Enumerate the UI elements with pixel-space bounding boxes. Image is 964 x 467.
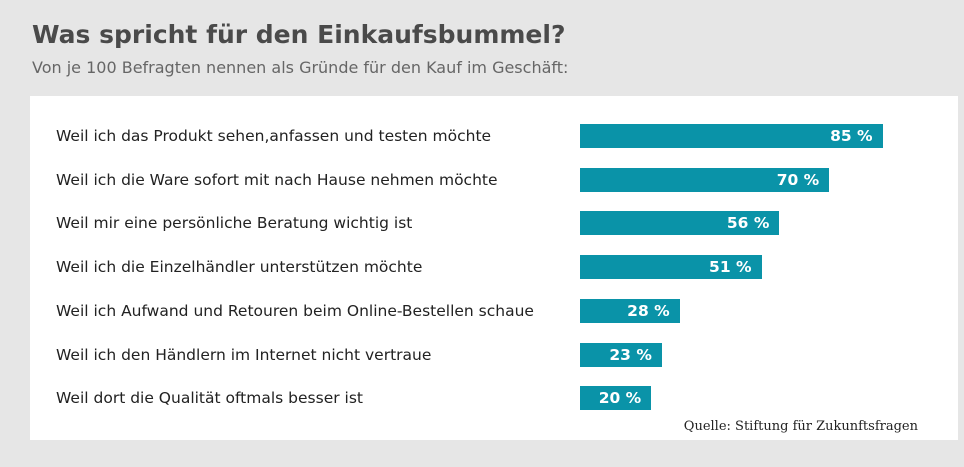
bar: 70 % xyxy=(580,167,830,192)
category-label: Weil ich das Produkt sehen,anfassen und … xyxy=(56,127,492,145)
bar: 23 % xyxy=(580,342,662,367)
chart-subtitle: Von je 100 Befragten nennen als Gründe f… xyxy=(32,58,569,77)
category-label: Weil dort die Qualität oftmals besser is… xyxy=(56,389,363,408)
source-note: Quelle: Stiftung für Zukunftsfragen xyxy=(683,419,918,434)
bar: 85 % xyxy=(580,124,883,148)
bar-value-label: 23 % xyxy=(609,345,652,364)
chart-title: Was spricht für den Einkaufsbummel? xyxy=(32,20,566,49)
bar: 56 % xyxy=(580,211,780,236)
bar-row: Weil ich das Produkt sehen,anfassen und … xyxy=(30,124,958,148)
bar-value-label: 20 % xyxy=(598,389,642,408)
bar: 51 % xyxy=(580,255,762,280)
category-label: Weil ich Aufwand und Retouren beim Onlin… xyxy=(56,301,534,320)
category-label: Weil ich den Händlern im Internet nicht … xyxy=(56,345,432,364)
bar: 28 % xyxy=(580,298,680,323)
bar-value-label: 70 % xyxy=(776,170,820,189)
bar-row: Weil ich die Einzelhändler unterstützen … xyxy=(30,255,958,280)
bar-value-label: 56 % xyxy=(726,214,770,233)
bar-value-label: 85 % xyxy=(830,127,873,145)
category-label: Weil ich die Ware sofort mit nach Hause … xyxy=(56,170,498,189)
bar-row: Weil ich den Händlern im Internet nicht … xyxy=(30,342,958,367)
bar-value-label: 51 % xyxy=(709,258,752,277)
bar-row: Weil ich die Ware sofort mit nach Hause … xyxy=(30,167,958,192)
bar-row: Weil ich Aufwand und Retouren beim Onlin… xyxy=(30,298,958,323)
category-label: Weil ich die Einzelhändler unterstützen … xyxy=(56,258,423,277)
category-label: Weil mir eine persönliche Beratung wicht… xyxy=(56,214,413,233)
bar-row: Weil dort die Qualität oftmals besser is… xyxy=(30,386,958,411)
bar-value-label: 28 % xyxy=(627,301,670,320)
bar-row: Weil mir eine persönliche Beratung wicht… xyxy=(30,211,958,236)
chart-panel: Weil ich das Produkt sehen,anfassen und … xyxy=(30,96,958,440)
bar: 20 % xyxy=(580,386,652,411)
